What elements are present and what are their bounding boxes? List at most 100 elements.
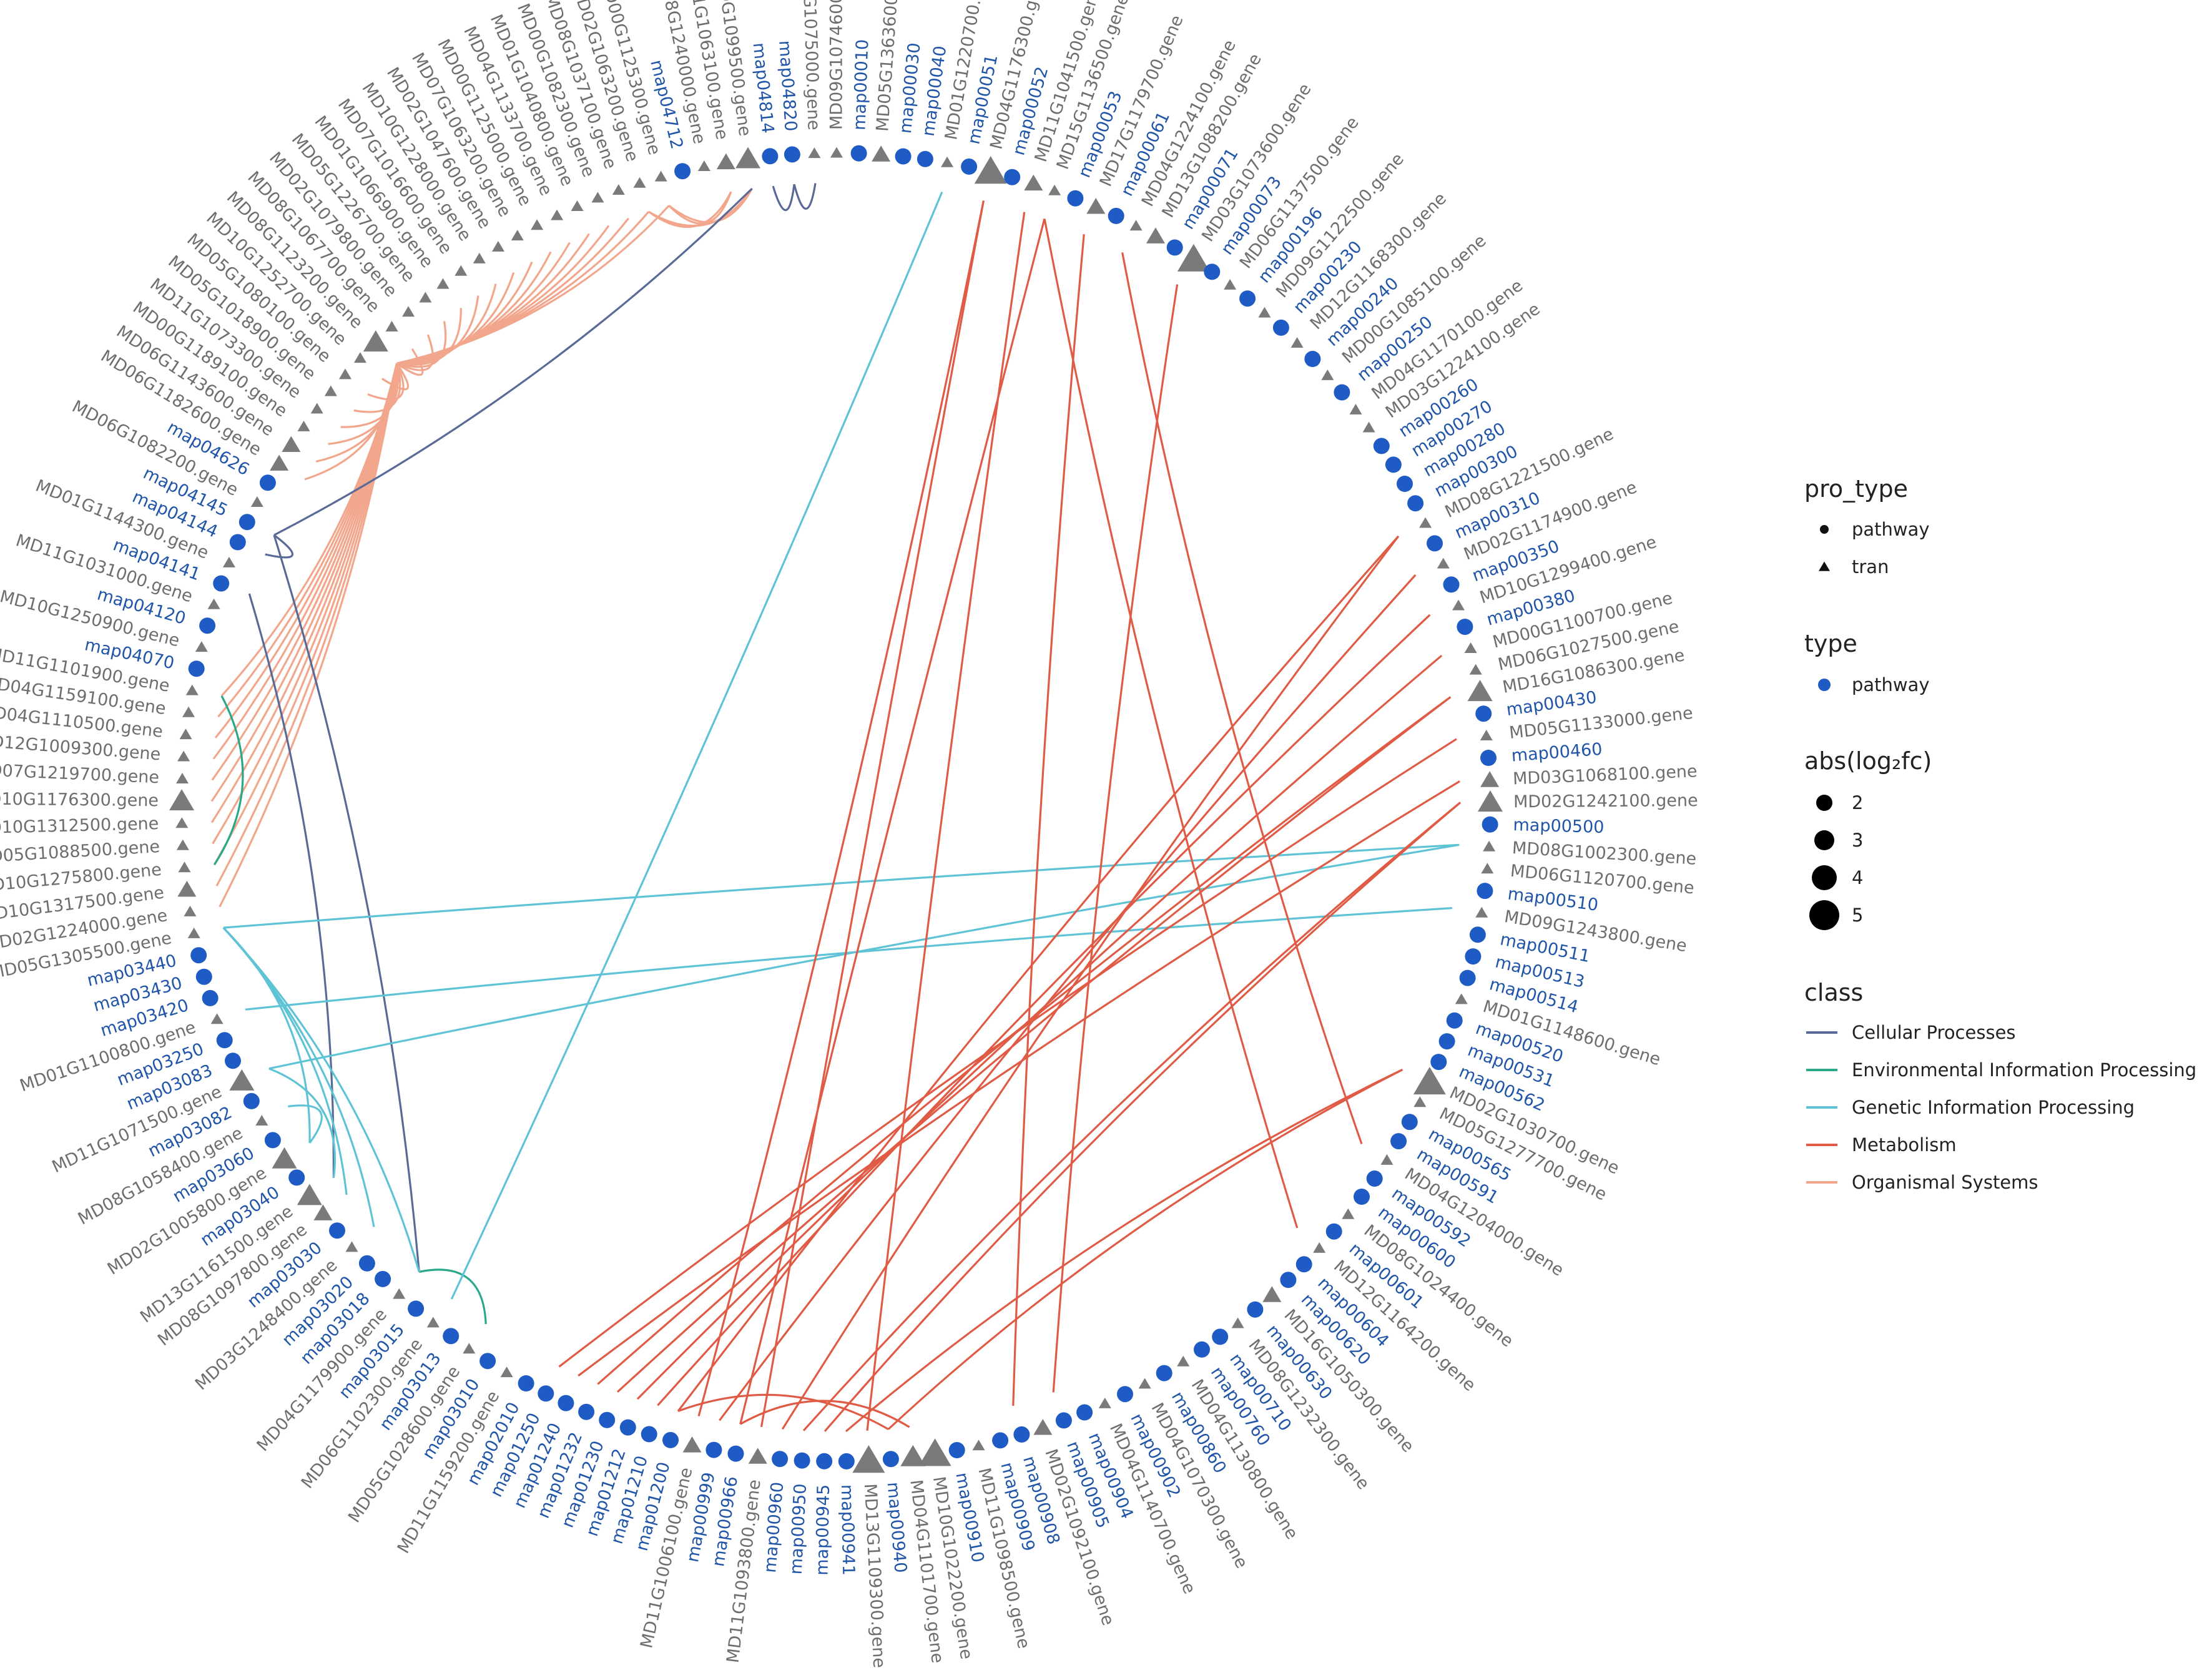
node-tran [179, 729, 192, 740]
node-tran [419, 292, 432, 303]
node-pathway [479, 1353, 496, 1370]
node-tran [175, 817, 189, 828]
legend-size-symbol [1814, 830, 1834, 850]
legend-title: pro_type [1804, 475, 1908, 503]
node-pathway [243, 1092, 260, 1109]
link-metabolism [1012, 234, 1085, 1406]
node-pathway [762, 148, 779, 165]
link-genetic-information-processing [268, 1067, 337, 1179]
node-label: map04820 [775, 40, 800, 132]
node-pathway [375, 1270, 391, 1287]
node-label: map00945 [812, 1484, 833, 1576]
link-organismal-systems [668, 188, 753, 223]
node-pathway [727, 1445, 744, 1462]
link-metabolism [802, 802, 1462, 1431]
legend-label: Metabolism [1852, 1134, 1957, 1155]
node-tran [176, 839, 189, 850]
node-pathway [838, 1453, 855, 1469]
link-organismal-systems [353, 363, 401, 413]
node-pathway [1280, 1272, 1297, 1288]
link-genetic-information-processing [222, 926, 311, 1143]
node-pathway [238, 514, 255, 531]
node-pathway [1354, 1189, 1370, 1205]
node-tran [345, 1241, 358, 1252]
node-pathway [784, 146, 800, 163]
node-pathway [619, 1419, 636, 1436]
node-pathway [1117, 1386, 1133, 1403]
legend-pathway-symbol [1820, 525, 1829, 534]
node-tran [1321, 369, 1334, 380]
node-tran [1475, 906, 1488, 918]
node-pathway [705, 1441, 722, 1458]
node-pathway [772, 1451, 789, 1468]
node-pathway [1272, 319, 1289, 336]
node-tran [1455, 993, 1468, 1004]
node-tran [1290, 337, 1304, 348]
node-pathway [1108, 207, 1124, 224]
node-tran [1231, 1317, 1244, 1328]
node-pathway [1013, 1426, 1030, 1443]
node-pathway [674, 163, 691, 180]
node-pathway [882, 1451, 899, 1468]
node-tran [463, 1343, 476, 1354]
node-pathway [1459, 969, 1476, 986]
node-label: MD09G1075000.gene [798, 0, 823, 130]
node-pathway [1430, 1054, 1447, 1071]
node-tran [1177, 243, 1210, 272]
node-tran [310, 403, 323, 414]
link-genetic-information-processing [223, 843, 1460, 929]
link-genetic-information-processing [222, 927, 420, 1272]
node-tran [716, 153, 735, 170]
node-tran [1349, 403, 1362, 415]
node-pathway [288, 1169, 305, 1186]
node-tran [808, 147, 821, 159]
node-pathway [641, 1426, 657, 1443]
node-tran [1098, 1397, 1111, 1408]
node-tran [612, 184, 625, 195]
node-pathway [1325, 1223, 1342, 1240]
node-tran [1048, 184, 1061, 195]
node-tran [1138, 1378, 1151, 1389]
node-pathway [264, 1132, 281, 1149]
node-pathway [948, 1442, 965, 1458]
node-pathway [1366, 1170, 1383, 1187]
node-tran [177, 750, 190, 762]
node-pathway [1443, 576, 1460, 593]
link-metabolism [697, 200, 985, 1416]
node-pathway [1055, 1412, 1072, 1429]
node-tran [207, 598, 220, 609]
node-pathway [1004, 169, 1021, 185]
node-tran [872, 145, 891, 162]
node-pathway [850, 145, 867, 162]
node-label: map00941 [837, 1484, 858, 1576]
node-tran [1313, 1242, 1326, 1253]
node-tran [363, 330, 388, 352]
link-metabolism [781, 535, 1400, 1430]
legend-label: tran [1852, 556, 1889, 577]
node-pathway [1457, 619, 1473, 635]
node-pathway [202, 989, 219, 1006]
legend-size-symbol [1812, 865, 1837, 890]
node-pathway [1397, 476, 1413, 492]
node-pathway [1239, 290, 1256, 307]
node-pathway [1401, 1114, 1418, 1131]
node-pathway [1304, 351, 1321, 367]
node-tran [1464, 642, 1477, 654]
node-pathway [229, 534, 246, 551]
node-tran [473, 252, 486, 263]
node-layer [169, 145, 1503, 1473]
link-cellular-processes [265, 534, 294, 559]
node-tran [1452, 599, 1465, 611]
legend-label: Cellular Processes [1852, 1022, 2016, 1043]
link-metabolism [887, 1069, 1403, 1430]
node-pathway [1390, 1133, 1407, 1150]
node-pathway [1477, 883, 1493, 900]
node-pathway [1204, 263, 1221, 280]
node-tran [169, 789, 195, 811]
node-pathway [816, 1453, 833, 1469]
node-tran [900, 1445, 926, 1466]
node-tran [654, 170, 667, 182]
node-tran [1224, 278, 1237, 290]
node-tran [633, 177, 646, 188]
